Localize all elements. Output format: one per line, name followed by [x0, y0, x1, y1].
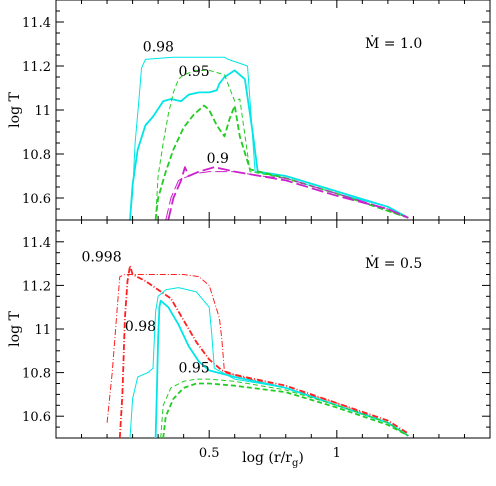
y-tick-label: 11.2: [22, 279, 51, 294]
series-line-4: [154, 299, 409, 438]
accretion-rate-annotation: Ṁ = 1.0: [365, 34, 422, 52]
series-line-5: [165, 171, 409, 220]
y-axis-label: log T: [7, 311, 23, 347]
curve-label: 0.98: [125, 319, 156, 335]
y-tick-label: 10.6: [22, 192, 51, 207]
accretion-rate-annotation: Ṁ = 0.5: [365, 254, 422, 272]
y-tick-label: 11: [34, 104, 51, 119]
top-panel: 10.6 10.8 11 11.2 11.4 log T 0.98 0.95 0.9 Ṁ = 1.…: [7, 0, 491, 221]
curve-label: 0.95: [179, 361, 210, 377]
series-line-1: [106, 274, 409, 437]
y-tick-label: 11: [34, 323, 51, 338]
series-line-4: [154, 104, 409, 220]
curve-label: 0.98: [143, 40, 174, 56]
curve-label: 0.9: [207, 151, 229, 167]
curve-label: 0.998: [82, 249, 122, 265]
x-tick-label: 0.5: [199, 446, 220, 461]
series-line-2: [129, 69, 409, 220]
series-line-5: [160, 378, 409, 438]
plot-frame: [55, 0, 491, 221]
y-tick-label: 10.8: [22, 367, 51, 382]
x-tick-label: 1: [333, 446, 341, 461]
series-line-6: [162, 382, 409, 438]
series-line-3: [155, 69, 409, 220]
y-tick-label: 10.6: [22, 410, 51, 425]
series-line-6: [167, 166, 409, 220]
curve-label: 0.95: [179, 64, 210, 80]
series-line-2: [118, 264, 409, 438]
y-axis-label: log T: [7, 92, 23, 128]
y-tick-label: 10.8: [22, 148, 51, 163]
y-tick-label: 11.4: [22, 236, 51, 251]
y-tick-label: 11.2: [22, 60, 51, 75]
bottom-panel: 10.6 10.8 11 11.2 11.4 0.5 1 log T 0.998 0.98 0.95…: [7, 219, 491, 469]
x-axis-label: log (r/rg): [242, 450, 304, 469]
y-tick-label: 11.4: [22, 16, 51, 31]
